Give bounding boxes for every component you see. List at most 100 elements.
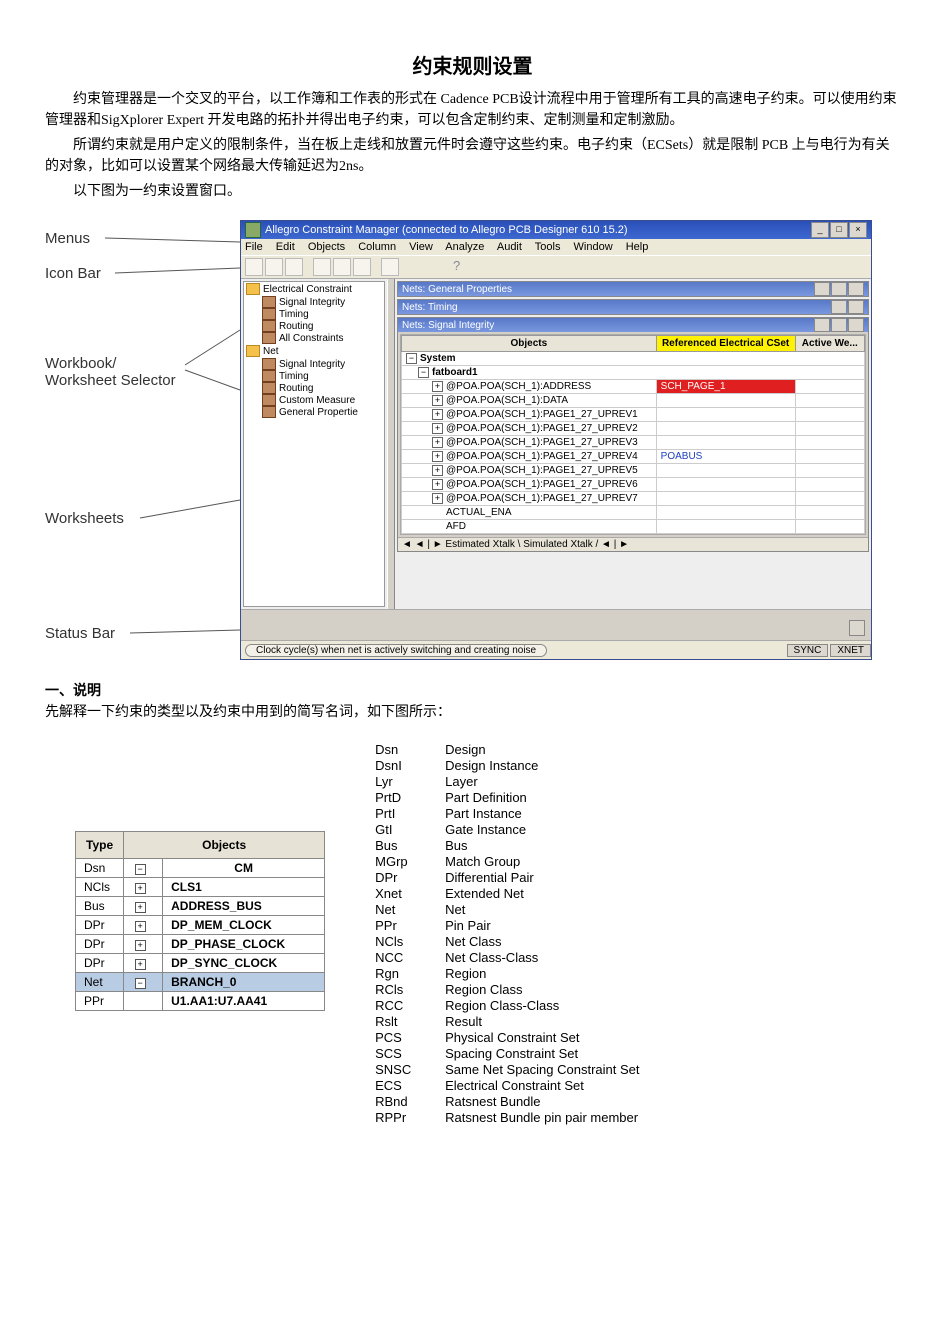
tree-item[interactable]: Signal Integrity [244, 358, 384, 370]
tree-folder-ec[interactable]: Electrical Constraint [244, 282, 384, 296]
row-cset[interactable]: POABUS [656, 450, 795, 464]
obj-cell[interactable]: CM [163, 859, 325, 878]
menu-view[interactable]: View [409, 241, 433, 253]
toolbar-button[interactable] [353, 258, 371, 276]
toolbar-button[interactable] [313, 258, 331, 276]
panel-min[interactable] [814, 318, 830, 332]
expand-icon[interactable]: + [135, 921, 146, 932]
expand-icon[interactable]: + [432, 423, 443, 434]
row-object[interactable]: AFD [402, 520, 657, 534]
obj-cell[interactable]: ADDRESS_BUS [163, 897, 325, 916]
app-window: Allegro Constraint Manager (connected to… [240, 220, 872, 660]
row-object[interactable]: ACTUAL_ENA [402, 506, 657, 520]
row-object[interactable]: @POA.POA(SCH_1):PAGE1_27_UPREV2 [446, 423, 638, 434]
expand-icon[interactable]: + [135, 883, 146, 894]
obj-cell[interactable]: DP_MEM_CLOCK [163, 916, 325, 935]
page-title: 约束规则设置 [45, 50, 900, 79]
col-objects[interactable]: Objects [402, 336, 657, 352]
obj-cell[interactable]: BRANCH_0 [163, 973, 325, 992]
expand-icon[interactable]: + [432, 395, 443, 406]
row-object[interactable]: @POA.POA(SCH_1):PAGE1_27_UPREV5 [446, 465, 638, 476]
menu-file[interactable]: File [245, 241, 263, 253]
obj-cell[interactable]: DP_PHASE_CLOCK [163, 935, 325, 954]
expand-icon[interactable]: − [135, 978, 146, 989]
col-cset[interactable]: Referenced Electrical CSet [656, 336, 795, 352]
panel-min[interactable] [814, 282, 830, 296]
expand-icon[interactable]: + [135, 902, 146, 913]
def-row: RPPrRatsnest Bundle pin pair member [375, 1110, 639, 1125]
obj-cell[interactable]: U1.AA1:U7.AA41 [163, 992, 325, 1011]
type-cell: DPr [76, 935, 124, 954]
tree-folder-net[interactable]: Net [244, 344, 384, 358]
row-object[interactable]: @POA.POA(SCH_1):PAGE1_27_UPREV4 [446, 451, 638, 462]
menu-tools[interactable]: Tools [535, 241, 561, 253]
def-row: NClsNet Class [375, 934, 639, 949]
expand-icon[interactable]: + [432, 465, 443, 476]
toolbar-button[interactable] [381, 258, 399, 276]
menu-objects[interactable]: Objects [308, 241, 345, 253]
splitter[interactable] [387, 279, 395, 609]
panel-min[interactable] [831, 300, 847, 314]
maximize-button[interactable]: □ [830, 222, 848, 238]
tree-item[interactable]: Timing [244, 370, 384, 382]
tree-item[interactable]: General Propertie [244, 406, 384, 418]
expand-icon[interactable]: + [432, 479, 443, 490]
expand-icon[interactable]: + [432, 437, 443, 448]
tree-item[interactable]: Timing [244, 308, 384, 320]
row-object[interactable]: @POA.POA(SCH_1):PAGE1_27_UPREV1 [446, 409, 638, 420]
def-abbr: Dsn [375, 742, 445, 757]
toolbar-button[interactable] [333, 258, 351, 276]
close-button[interactable]: × [849, 222, 867, 238]
tree-item[interactable]: Routing [244, 382, 384, 394]
toolbar-button[interactable] [285, 258, 303, 276]
def-abbr: PCS [375, 1030, 445, 1045]
def-abbr: MGrp [375, 854, 445, 869]
menu-audit[interactable]: Audit [497, 241, 522, 253]
def-abbr: Xnet [375, 886, 445, 901]
expand-icon[interactable]: − [135, 864, 146, 875]
expand-icon[interactable]: − [418, 367, 429, 378]
toolbar-button[interactable] [245, 258, 263, 276]
menu-window[interactable]: Window [574, 241, 613, 253]
worksheet-tabs[interactable]: ◄ ◄ | ► Estimated Xtalk \ Simulated Xtal… [398, 537, 868, 551]
expand-icon[interactable]: + [135, 959, 146, 970]
tree-item[interactable]: Routing [244, 320, 384, 332]
help-icon[interactable]: ? [453, 258, 460, 276]
menu-column[interactable]: Column [358, 241, 396, 253]
obj-cell[interactable]: DP_SYNC_CLOCK [163, 954, 325, 973]
row-object[interactable]: @POA.POA(SCH_1):ADDRESS [446, 381, 591, 392]
type-table-panel: Type Objects Dsn−CM NCls+CLS1 Bus+ADDRES… [75, 831, 325, 1011]
row-board: fatboard1 [432, 367, 478, 378]
panel-max[interactable] [831, 282, 847, 296]
expand-icon[interactable]: + [432, 451, 443, 462]
expand-icon[interactable]: + [135, 940, 146, 951]
row-cset[interactable]: SCH_PAGE_1 [656, 380, 795, 394]
expand-icon[interactable]: + [432, 381, 443, 392]
row-object[interactable]: @POA.POA(SCH_1):PAGE1_27_UPREV6 [446, 479, 638, 490]
minimize-button[interactable]: _ [811, 222, 829, 238]
def-row: NetNet [375, 902, 639, 917]
tree-item[interactable]: Custom Measure [244, 394, 384, 406]
obj-cell[interactable]: CLS1 [163, 878, 325, 897]
expand-icon[interactable]: + [432, 493, 443, 504]
panel-close[interactable] [848, 282, 864, 296]
menu-edit[interactable]: Edit [276, 241, 295, 253]
toolbar-button[interactable] [265, 258, 283, 276]
row-object[interactable]: @POA.POA(SCH_1):PAGE1_27_UPREV7 [446, 493, 638, 504]
panel-max[interactable] [831, 318, 847, 332]
def-row: BusBus [375, 838, 639, 853]
menu-help[interactable]: Help [626, 241, 649, 253]
tree-item[interactable]: All Constraints [244, 332, 384, 344]
expand-icon[interactable]: + [432, 409, 443, 420]
def-desc: Part Instance [445, 806, 522, 821]
callout-statusbar: Status Bar [45, 625, 115, 642]
resize-grip[interactable] [849, 620, 865, 636]
row-object[interactable]: @POA.POA(SCH_1):PAGE1_27_UPREV3 [446, 437, 638, 448]
menu-analyze[interactable]: Analyze [445, 241, 484, 253]
panel-close[interactable] [848, 318, 864, 332]
expand-icon[interactable]: − [406, 353, 417, 364]
tree-item[interactable]: Signal Integrity [244, 296, 384, 308]
panel-max[interactable] [848, 300, 864, 314]
col-active[interactable]: Active We... [795, 336, 864, 352]
row-object[interactable]: @POA.POA(SCH_1):DATA [446, 395, 568, 406]
